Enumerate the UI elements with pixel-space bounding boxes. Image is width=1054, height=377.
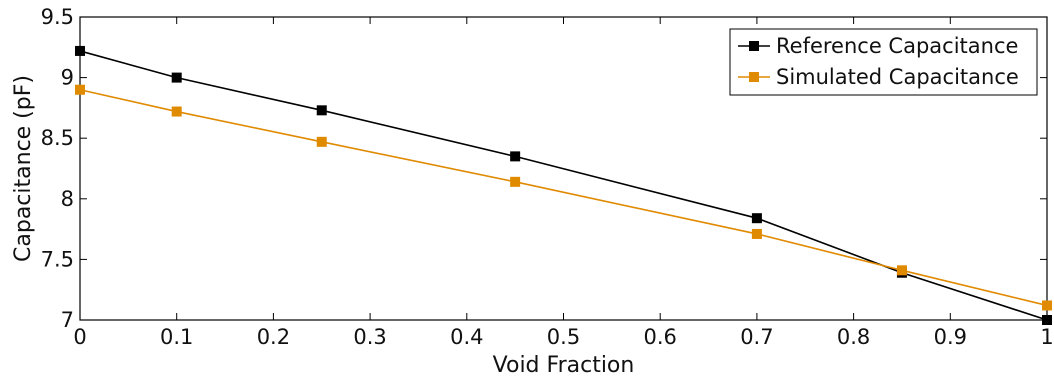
x-tick-label: 0 [73, 325, 86, 349]
x-tick-label: 0.9 [934, 325, 967, 349]
x-tick-label: 0.1 [160, 325, 193, 349]
data-point-simulated [75, 84, 85, 95]
legend-entry-reference: Reference Capacitance [738, 34, 1018, 58]
y-tick-label: 9 [61, 66, 74, 90]
data-point-simulated [510, 176, 521, 187]
legend-box [729, 28, 1038, 96]
data-point-reference [510, 151, 521, 162]
data-point-simulated [896, 265, 907, 276]
data-point-reference [75, 45, 85, 56]
y-axis-label: Capacitance (pF) [11, 75, 36, 262]
legend-entry-simulated: Simulated Capacitance [738, 65, 1019, 89]
legend-label-simulated: Simulated Capacitance [776, 65, 1019, 89]
legend-label-reference: Reference Capacitance [776, 34, 1018, 58]
data-point-reference [171, 72, 182, 83]
plot-area: 0 0.1 0.2 0.3 0.4 0.5 0.6 0.7 0.8 0.9 1 7 7.5 8 8.5 9 9.… [41, 5, 1054, 349]
data-point-reference [316, 105, 327, 116]
y-tick-label: 7 [61, 308, 74, 332]
data-point-reference [1042, 315, 1052, 325]
x-tick-label: 0.5 [547, 325, 580, 349]
x-tick-label: 0.3 [353, 325, 386, 349]
x-axis-label: Void Fraction [493, 353, 635, 377]
x-tick-label: 0.2 [257, 325, 290, 349]
data-point-simulated [316, 136, 327, 147]
legend-marker-reference [749, 41, 759, 51]
y-tick-label: 8 [61, 187, 74, 211]
x-tick-label: 1 [1040, 325, 1053, 349]
x-tick-label: 0.4 [450, 325, 483, 349]
y-tick-label: 8.5 [41, 126, 74, 150]
data-point-simulated [751, 228, 762, 239]
legend-marker-simulated [749, 72, 759, 82]
x-tick-label: 0.7 [740, 325, 773, 349]
data-point-simulated [171, 106, 182, 117]
legend: Reference Capacitance Simulated Capacita… [729, 28, 1038, 96]
data-point-reference [751, 213, 762, 224]
data-point-simulated [1042, 300, 1052, 311]
y-tick-label: 7.5 [41, 247, 74, 271]
x-tick-label: 0.8 [837, 325, 870, 349]
y-tick-label: 9.5 [41, 5, 74, 29]
x-tick-label: 0.6 [643, 325, 676, 349]
